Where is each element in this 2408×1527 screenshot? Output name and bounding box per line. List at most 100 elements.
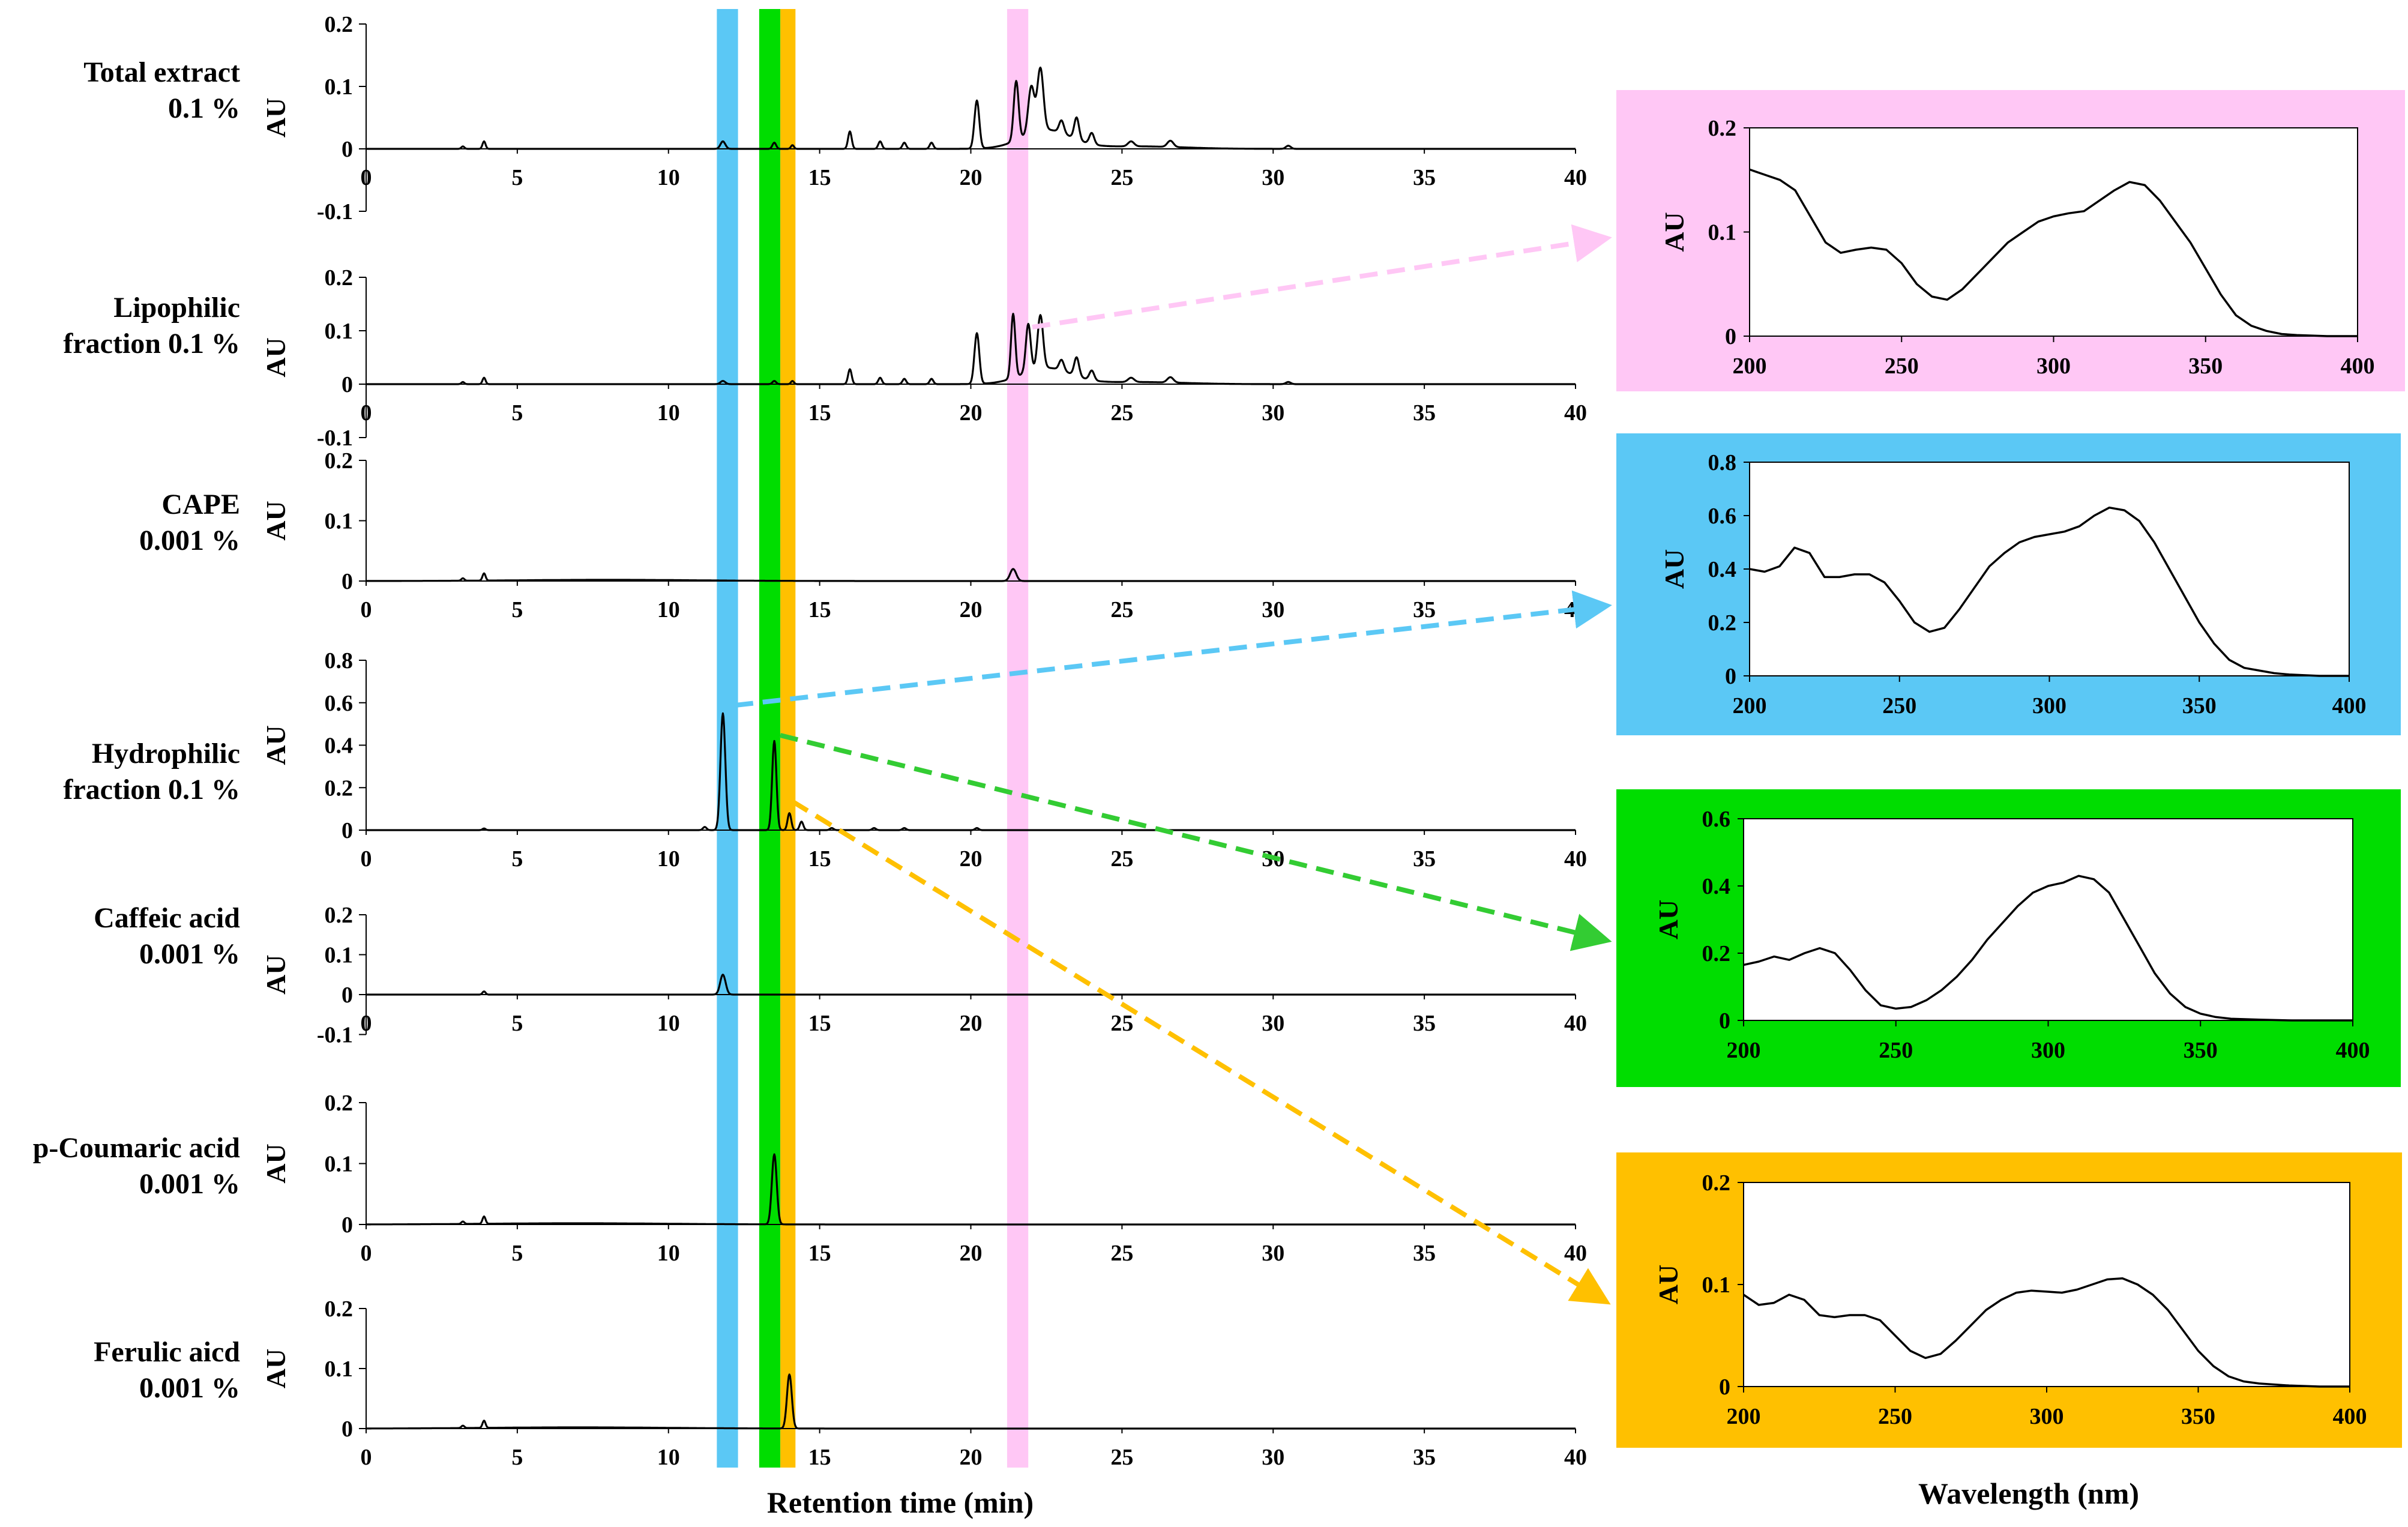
uv-x-tick-label: 250 [1878,1404,1912,1429]
uv-x-tick-label: 250 [1885,354,1919,379]
sample-name: CAPE [161,489,240,520]
y-tick-label: 0.2 [325,12,354,37]
uv-y-tick-label: 0.1 [1702,1272,1731,1298]
uv-y-tick-label: 0.6 [1708,504,1737,529]
x-tick-label: 25 [1110,1445,1133,1470]
uv-spectrum-curve [1743,1277,2350,1388]
uv-spectrum-panel-2: 0.6 0.4 0.2 0 200 250 300 350 400 AU [1616,789,2401,1087]
uv-x-tick-label: 200 [1733,693,1767,718]
x-tick-label: 30 [1262,165,1284,190]
uv-y-tick-label: 0.2 [1708,116,1737,141]
chromatogram-y-axis-label: AU [260,1349,291,1388]
chromatogram-trace [366,66,1576,150]
y-tick-label: 0 [342,983,353,1008]
y-tick-label: 0.8 [325,648,354,673]
uv-y-tick-label: 0.2 [1702,1170,1731,1196]
uv-x-tick-label: 400 [2341,354,2375,379]
highlight-band-1 [759,9,781,1468]
x-tick-label: 5 [511,165,523,190]
x-tick-label: 20 [960,165,983,190]
y-tick-label: 0 [342,569,353,594]
x-tick-label: 25 [1110,846,1133,872]
y-tick-label: 0.1 [325,1357,354,1382]
x-tick-label: 5 [511,1241,523,1266]
x-tick-label: 35 [1413,1445,1436,1470]
y-tick-label: 0.1 [325,74,354,100]
uv-spectrum-panel-1: 0.8 0.6 0.4 0.2 0 200 250 300 350 400 AU [1616,433,2401,735]
uv-x-tick-label: 400 [2332,693,2367,718]
x-tick-label: 15 [808,597,831,622]
x-tick-label: 20 [960,1241,983,1266]
uv-y-axis-label: AU [1653,900,1684,939]
x-tick-label: 5 [511,597,523,622]
y-tick-label: 0.2 [325,1297,354,1322]
chromatogram-trace [366,1373,1576,1430]
chromatogram-panel-6: 0.2 0.1 00 5 10 15 20 25 30 35 40 AU Ferulic aicd 0.0… [94,1297,1587,1470]
x-tick-label: 15 [808,1445,831,1470]
y-tick-label: 0 [342,818,353,843]
uv-x-tick-label: 300 [2030,1404,2064,1429]
highlight-band-3 [1007,9,1029,1468]
y-tick-label: 0.1 [325,943,354,968]
uv-x-tick-label: 350 [2182,693,2217,718]
sample-name: Hydrophilic [92,738,240,770]
x-tick-label: 0 [361,1445,372,1470]
sample-name: Lipophilic [113,292,240,324]
uv-plot-area [1743,1182,2350,1387]
y-tick-label: -0.1 [317,199,353,224]
connector-arrow-3 [790,799,1611,1305]
x-tick-label: 20 [960,400,983,426]
wavelength-axis-title: Wavelength (nm) [1918,1477,2139,1510]
uv-spectrum-panel-3: 0.2 0.1 0 200 250 300 350 400 AU [1616,1152,2402,1448]
uv-x-tick-label: 350 [2188,354,2223,379]
y-tick-label: 0 [342,372,353,397]
sample-concentration: 0.001 % [139,525,240,556]
x-tick-label: 5 [511,846,523,872]
uv-x-tick-label: 200 [1727,1404,1761,1429]
sample-concentration: 0.1 % [168,92,240,124]
chromatogram-trace [366,313,1576,385]
uv-x-tick-label: 250 [1882,693,1916,718]
x-tick-label: 15 [808,1011,831,1036]
uv-y-tick-label: 0 [1719,1375,1730,1400]
uv-x-tick-label: 300 [2031,1038,2065,1063]
y-tick-label: 0.1 [325,1152,354,1177]
x-tick-label: 0 [361,400,372,426]
chromatogram-trace [366,1153,1576,1226]
x-tick-label: 20 [960,1011,983,1036]
uv-y-tick-label: 0.4 [1702,874,1731,899]
x-tick-label: 35 [1413,400,1436,426]
retention-time-axis-title: Retention time (min) [767,1486,1034,1519]
y-tick-label: 0.1 [325,509,354,534]
x-tick-label: 0 [361,165,372,190]
y-tick-label: 0.2 [325,776,354,801]
y-tick-label: 0 [342,1212,353,1238]
y-tick-label: -0.1 [317,1023,353,1048]
chromatogram-trace [366,568,1576,582]
highlight-band-0 [717,9,738,1468]
uv-y-tick-label: 0.6 [1702,807,1731,832]
uv-x-tick-label: 300 [2036,354,2071,379]
uv-x-tick-label: 200 [1727,1038,1761,1063]
sample-concentration: 0.001 % [139,938,240,970]
x-tick-label: 0 [361,846,372,872]
y-tick-label: 0.2 [325,265,354,291]
uv-spectrum-panels: 0.2 0.1 0 200 250 300 350 400 AU 0.8 0.6 0.4 0.2 0 200… [1616,90,2405,1448]
sample-name: Caffeic acid [94,902,240,934]
y-tick-label: 0.2 [325,448,354,474]
uv-x-tick-label: 250 [1879,1038,1913,1063]
uv-x-tick-label: 300 [2032,693,2066,718]
x-tick-label: 30 [1262,1241,1284,1266]
uv-y-tick-label: 0 [1725,324,1736,349]
uv-y-tick-label: 0.2 [1708,610,1737,636]
y-tick-label: 0.1 [325,319,354,344]
sample-name: p-Coumaric acid [33,1132,241,1164]
chromatogram-y-axis-label: AU [260,337,291,377]
x-tick-label: 35 [1413,846,1436,872]
x-tick-label: 10 [657,1011,680,1036]
uv-y-axis-label: AU [1653,1265,1684,1304]
chromatogram-panel-0: 0.2 0.1 0 -0.1 0 5 10 15 20 25 30 35 40 AU Total extra… [83,12,1587,224]
x-tick-label: 35 [1413,1241,1436,1266]
x-tick-label: 10 [657,1241,680,1266]
